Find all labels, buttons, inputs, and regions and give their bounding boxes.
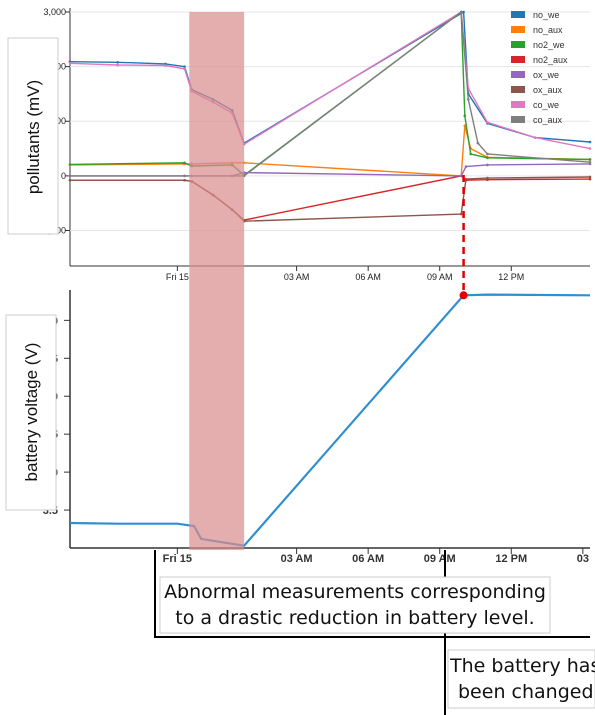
legend-label-no2_aux: no2_aux xyxy=(533,55,568,65)
pollutants-axis-label: pollutants (mV) xyxy=(24,80,43,194)
top-xtick-label: 09 AM xyxy=(427,272,453,282)
battery-change-marker xyxy=(459,291,468,300)
series-point-no_we xyxy=(183,65,186,68)
series-point-no2_we xyxy=(463,114,467,118)
series-point-ox_aux xyxy=(459,212,463,216)
top-ytick-label: 0 xyxy=(61,171,66,181)
series-point-ox_aux xyxy=(486,176,489,180)
series-point-co_we xyxy=(588,147,592,150)
series-point-no2_aux xyxy=(588,177,592,181)
changed-callout-box xyxy=(447,649,595,709)
series-point-co_we xyxy=(164,64,167,67)
abnormal-period-band xyxy=(189,12,245,550)
abnormal-annotation-line2: to a drastic reduction in battery level. xyxy=(175,607,535,629)
abnormal-callout-box xyxy=(159,576,551,634)
legend-label-no_aux: no_aux xyxy=(533,25,563,35)
battery-axis-label: battery voltage (V) xyxy=(22,343,41,482)
series-point-no_aux xyxy=(463,124,467,127)
series-point-no2_we xyxy=(486,156,489,160)
series-point-co_we xyxy=(183,67,186,71)
series-point-co_aux xyxy=(68,174,72,178)
series-point-ox_we xyxy=(459,174,463,178)
legend-swatch-ox_we xyxy=(511,71,525,78)
bottom-xtick-label: 12 PM xyxy=(495,553,527,565)
legend-swatch-co_we xyxy=(511,101,525,108)
legend-swatch-no_aux xyxy=(511,26,525,33)
series-point-no2_we xyxy=(183,161,186,165)
battery-changed-annotation: The battery has been changed. xyxy=(450,653,595,705)
series-point-ox_we xyxy=(464,165,468,168)
legend-swatch-no_we xyxy=(511,11,525,18)
top-ytick-label: 3,000 xyxy=(43,7,66,17)
bottom-xtick-label: 03 xyxy=(577,553,589,565)
legend-label-co_aux: co_aux xyxy=(533,115,563,125)
top-xtick-label: 12 PM xyxy=(498,272,524,282)
series-point-no_we xyxy=(462,10,465,14)
series-line-no2_aux xyxy=(70,175,591,221)
series-point-ox_aux xyxy=(588,175,592,179)
series-point-co_we xyxy=(68,62,72,65)
legend-label-co_we: co_we xyxy=(533,100,559,110)
series-point-co_aux xyxy=(467,98,470,101)
battery-voltage-line xyxy=(69,293,591,547)
series-point-ox_aux xyxy=(183,178,186,182)
bottom-xtick-label: 09 AM xyxy=(424,553,456,565)
battery-changed-line2: been changed. xyxy=(458,681,595,703)
ylabel-box-bottom xyxy=(5,314,57,511)
legend-swatch-ox_aux xyxy=(511,86,525,93)
series-point-no_we xyxy=(116,60,120,64)
series-point-no2_we xyxy=(469,152,473,156)
top-xtick-label: 03 AM xyxy=(284,272,310,282)
series-line-co_aux xyxy=(70,10,591,177)
legend-swatch-no2_aux xyxy=(511,56,525,63)
series-point-no_we xyxy=(588,140,592,144)
series-line-ox_aux xyxy=(70,176,591,222)
series-point-ox_we xyxy=(486,163,489,167)
series-point-ox_aux xyxy=(464,177,468,181)
series-line-no2_we xyxy=(69,10,591,177)
legend-swatch-co_aux xyxy=(511,116,525,123)
legend-label-no2_we: no2_we xyxy=(533,40,565,50)
legend-label-no_we: no_we xyxy=(533,10,560,20)
series-point-co_aux xyxy=(588,160,592,164)
series-line-ox_we xyxy=(70,163,591,177)
series-point-ox_aux xyxy=(68,178,72,182)
series-line-no_aux xyxy=(69,125,591,177)
series-point-co_aux xyxy=(486,152,489,156)
top-xtick-label: 06 AM xyxy=(355,272,381,282)
legend: no_we no_aux no2_we no2_aux ox_we ox_aux co_we… xyxy=(511,10,568,125)
bottom-xtick-label: 03 AM xyxy=(281,553,313,565)
legend-swatch-no2_we xyxy=(511,41,525,48)
abnormal-annotation: Abnormal measurements corresponding to a… xyxy=(160,579,550,631)
legend-label-ox_we: ox_we xyxy=(533,70,559,80)
top-xtick-label: Fri 15 xyxy=(166,272,189,282)
series-point-co_we xyxy=(486,121,489,124)
bottom-xtick-label: 06 AM xyxy=(352,553,384,565)
legend-label-ox_aux: ox_aux xyxy=(533,85,563,95)
abnormal-annotation-line1: Abnormal measurements corresponding xyxy=(164,581,546,603)
series-point-no2_we xyxy=(588,158,592,161)
series-point-co_we xyxy=(116,63,120,67)
series-point-no2_we xyxy=(68,163,72,166)
series-point-co_aux xyxy=(476,141,480,145)
series-point-co_aux xyxy=(183,174,186,178)
bottom-xtick-label: Fri 15 xyxy=(163,553,192,565)
battery-changed-line1: The battery has xyxy=(450,655,595,677)
ylabel-box-top xyxy=(7,37,59,235)
series-point-co_aux xyxy=(459,10,463,14)
series-point-co_we xyxy=(533,136,537,139)
